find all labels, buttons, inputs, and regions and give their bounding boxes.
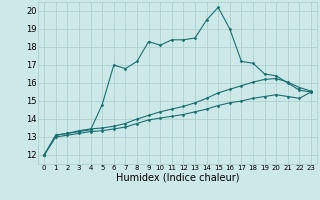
X-axis label: Humidex (Indice chaleur): Humidex (Indice chaleur) (116, 173, 239, 183)
